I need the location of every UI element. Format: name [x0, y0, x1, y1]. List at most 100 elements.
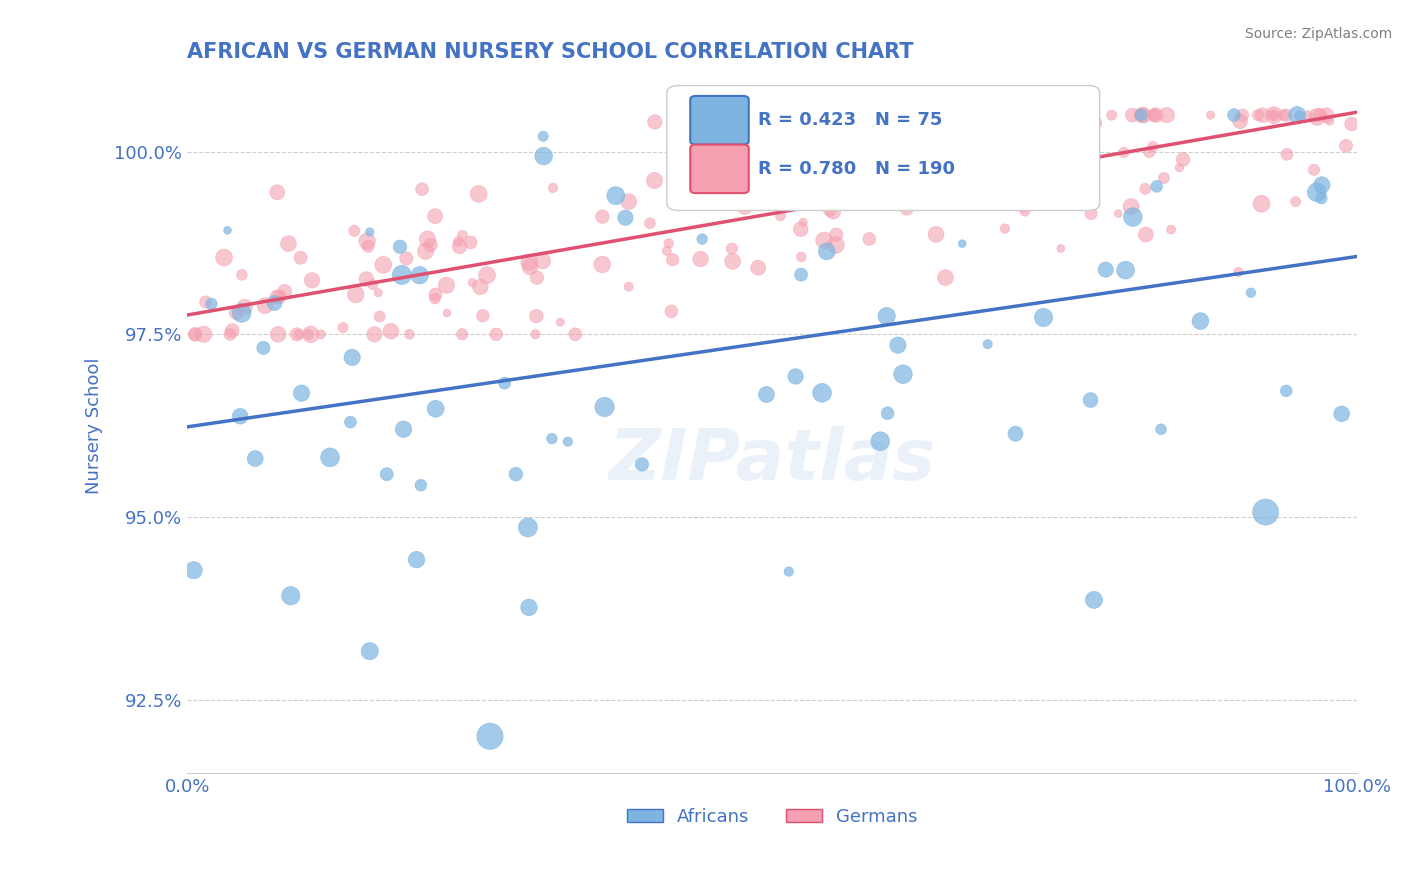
Point — [363, 327, 385, 342]
Point — [373, 258, 395, 272]
Point — [225, 306, 247, 320]
Point — [531, 254, 554, 268]
Point — [423, 209, 446, 223]
Point — [398, 327, 420, 342]
Point — [1143, 108, 1166, 122]
Point — [823, 204, 845, 219]
Point — [721, 254, 744, 268]
Point — [1017, 185, 1039, 199]
Point — [1168, 161, 1191, 175]
Point — [1143, 108, 1166, 122]
Text: Source: ZipAtlas.com: Source: ZipAtlas.com — [1244, 27, 1392, 41]
Point — [1077, 108, 1099, 122]
Point — [533, 149, 555, 163]
Point — [391, 268, 413, 282]
Point — [1240, 285, 1263, 300]
Point — [425, 401, 447, 416]
Point — [392, 422, 415, 436]
Point — [425, 287, 447, 301]
Point — [297, 327, 319, 342]
Point — [1251, 108, 1274, 122]
Point — [824, 238, 846, 252]
Point — [193, 327, 215, 342]
Point — [1083, 593, 1105, 607]
Point — [945, 129, 967, 144]
Point — [1144, 108, 1167, 122]
Point — [368, 310, 391, 324]
Point — [659, 304, 682, 318]
Point — [1121, 108, 1143, 122]
Point — [1014, 204, 1036, 219]
Point — [344, 287, 367, 301]
Point — [1012, 196, 1035, 211]
Point — [266, 186, 288, 200]
Point — [690, 232, 713, 246]
Point — [1080, 206, 1102, 220]
Point — [1330, 407, 1353, 421]
Point — [789, 222, 811, 236]
Point — [658, 236, 681, 251]
Point — [682, 148, 704, 162]
Point — [949, 118, 972, 132]
Point — [957, 108, 980, 122]
Point — [1019, 178, 1042, 192]
Point — [436, 278, 458, 293]
Point — [1171, 153, 1194, 167]
Point — [1066, 108, 1088, 122]
Point — [1275, 108, 1298, 122]
Point — [731, 174, 754, 188]
Point — [976, 337, 998, 351]
Point — [267, 327, 290, 342]
Point — [415, 244, 437, 259]
Point — [1132, 108, 1154, 122]
Point — [1223, 108, 1246, 122]
Legend: Africans, Germans: Africans, Germans — [620, 801, 925, 833]
Point — [1130, 108, 1153, 122]
Point — [778, 565, 800, 579]
Point — [661, 252, 683, 267]
Point — [747, 260, 769, 275]
Point — [461, 276, 484, 290]
Point — [987, 120, 1010, 134]
Point — [299, 327, 322, 342]
Point — [858, 185, 880, 199]
Point — [245, 451, 267, 466]
Point — [876, 309, 898, 323]
Point — [505, 467, 527, 482]
Point — [891, 368, 914, 382]
Point — [460, 235, 482, 250]
Point — [1227, 265, 1250, 279]
Point — [1247, 108, 1270, 122]
Point — [1142, 140, 1164, 154]
Point — [1288, 108, 1310, 122]
FancyBboxPatch shape — [690, 96, 749, 145]
Point — [931, 179, 953, 194]
Point — [184, 327, 207, 342]
Point — [1032, 310, 1054, 325]
Point — [356, 272, 378, 286]
Point — [290, 386, 312, 401]
Point — [550, 315, 572, 329]
Point — [950, 236, 973, 251]
Point — [1049, 242, 1071, 256]
Point — [755, 387, 778, 401]
Point — [720, 242, 742, 256]
Point — [263, 296, 285, 310]
Point — [754, 158, 776, 172]
Point — [896, 202, 918, 216]
Point — [769, 209, 792, 223]
Point — [1001, 169, 1024, 184]
Point — [1275, 147, 1298, 161]
Point — [914, 124, 936, 138]
Point — [1077, 108, 1099, 122]
Point — [813, 233, 835, 247]
Point — [934, 270, 956, 285]
Point — [1306, 186, 1329, 200]
Point — [1094, 262, 1116, 277]
Point — [825, 227, 848, 242]
Point — [524, 309, 547, 323]
Point — [285, 327, 308, 342]
Point — [810, 166, 832, 180]
Point — [231, 306, 253, 320]
Point — [1115, 263, 1137, 277]
